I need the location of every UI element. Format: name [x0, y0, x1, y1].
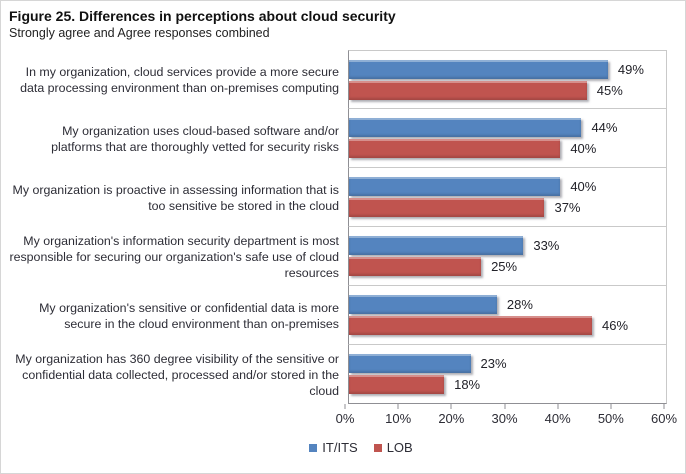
axis-tick — [610, 404, 612, 409]
plot-segment: 28% 46% — [348, 286, 667, 345]
bar-line: 33% — [349, 236, 666, 255]
bar-line: 44% — [349, 118, 666, 137]
bar-lob — [349, 80, 587, 100]
bar-value-label: 40% — [570, 141, 597, 156]
category-label: In my organization, cloud services provi… — [20, 64, 339, 95]
bar-line: 23% — [349, 354, 666, 373]
bar-value-label: 40% — [570, 179, 597, 194]
bar-it-its — [349, 236, 524, 255]
category-label: My organization's sensitive or confident… — [39, 300, 339, 331]
x-tick-label: 0% — [335, 411, 355, 426]
bar-value-label: 45% — [596, 82, 623, 98]
bar-value-label: 28% — [506, 297, 533, 312]
bar-lob — [349, 198, 545, 217]
chart-subtitle: Strongly agree and Agree responses combi… — [9, 26, 270, 40]
bar-lob — [349, 316, 593, 335]
chart-header: Figure 25. Differences in perceptions ab… — [1, 1, 685, 42]
category-row: My organization's information security d… — [9, 227, 685, 286]
axis-tick — [557, 404, 559, 409]
category-label: My organization is proactive in assessin… — [12, 182, 339, 213]
axis-tick — [504, 404, 505, 409]
axis-tick — [344, 404, 346, 409]
axis-tick — [450, 404, 452, 409]
x-axis-labels: 0% 10% 20% 30% 40% 50% 60% — [336, 411, 677, 427]
bar-it-its — [349, 59, 608, 79]
x-tick-label: 10% — [385, 411, 412, 426]
bar-line: 37% — [349, 198, 666, 217]
category-row: My organization has 360 degree visibilit… — [9, 345, 685, 404]
bar-line: 46% — [349, 316, 666, 335]
x-tick-label: 60% — [650, 411, 678, 426]
bar-lob — [349, 375, 445, 394]
bar-value-label: 25% — [491, 259, 518, 274]
legend-label-it-its: IT/ITS — [322, 440, 358, 455]
bar-it-its — [349, 177, 561, 196]
x-tick-label: 40% — [544, 411, 571, 426]
plot-segment: 33% 25% — [348, 227, 667, 286]
bar-line: 49% — [349, 59, 666, 79]
category-label: My organization has 360 degree visibilit… — [15, 351, 339, 398]
bar-value-label: 44% — [591, 120, 618, 135]
bar-line: 25% — [349, 257, 666, 276]
category-label: My organization's information security d… — [9, 233, 339, 280]
bar-lob — [349, 139, 561, 158]
axis-tick — [397, 404, 399, 409]
x-tick-label: 50% — [597, 411, 624, 426]
bar-it-its — [349, 295, 497, 314]
bar-value-label: 49% — [617, 61, 644, 77]
bar-line: 40% — [349, 177, 666, 196]
bar-value-label: 37% — [554, 200, 581, 215]
category-row: My organization's sensitive or confident… — [9, 286, 685, 345]
bar-line: 28% — [349, 295, 666, 314]
legend-item-lob: LOB — [373, 440, 413, 455]
bar-it-its — [349, 354, 471, 373]
x-axis-ticks — [344, 404, 665, 409]
plot-segment: 44% 40% — [348, 109, 667, 168]
axis-tick — [663, 404, 665, 409]
plot-area: In my organization, cloud services provi… — [1, 50, 685, 404]
chart-legend: IT/ITS LOB — [19, 440, 685, 455]
bar-line: 18% — [349, 375, 666, 394]
chart-title: Figure 25. Differences in perceptions ab… — [9, 8, 396, 24]
bar-lob — [349, 257, 482, 276]
category-label: My organization uses cloud-based softwar… — [51, 123, 339, 154]
plot-segment: 49% 45% — [348, 50, 667, 109]
bar-line: 45% — [349, 80, 666, 100]
plot-segment: 23% 18% — [348, 345, 667, 404]
legend-item-it-its: IT/ITS — [309, 440, 358, 455]
bar-value-label: 33% — [533, 238, 560, 253]
legend-label-lob: LOB — [386, 440, 413, 455]
category-row: In my organization, cloud services provi… — [9, 50, 685, 109]
bar-value-label: 46% — [602, 318, 629, 333]
legend-swatch-lob-icon — [373, 443, 382, 452]
x-tick-label: 30% — [491, 411, 518, 426]
plot-segment: 40% 37% — [348, 168, 667, 227]
x-tick-label: 20% — [438, 411, 465, 426]
bar-line: 40% — [349, 139, 666, 158]
category-row: My organization uses cloud-based softwar… — [9, 109, 685, 168]
category-row: My organization is proactive in assessin… — [9, 168, 685, 227]
legend-swatch-it-its-icon — [309, 443, 318, 452]
bar-value-label: 23% — [480, 356, 507, 371]
bar-value-label: 18% — [454, 377, 481, 392]
bar-it-its — [349, 118, 582, 137]
